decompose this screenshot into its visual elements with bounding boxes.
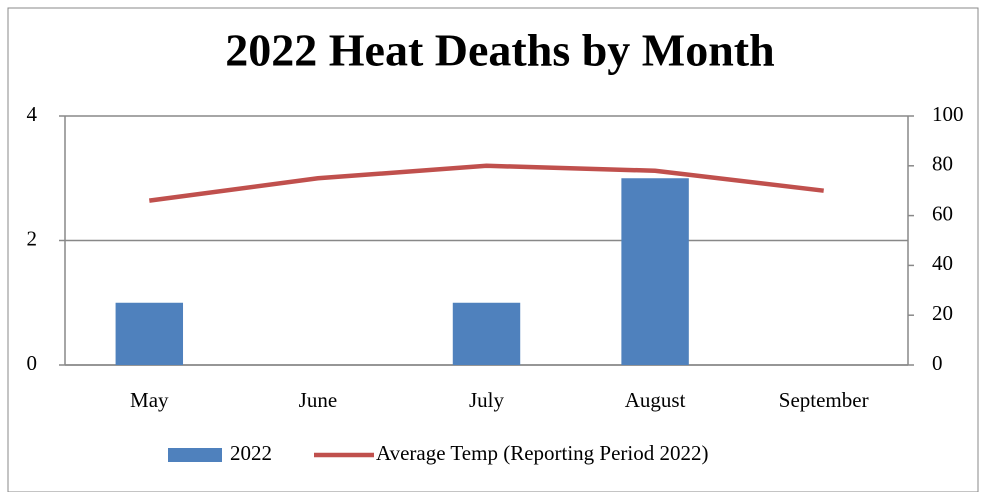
y2-tick-label: 80 xyxy=(932,152,953,176)
chart-title: 2022 Heat Deaths by Month xyxy=(225,25,774,76)
legend-label: Average Temp (Reporting Period 2022) xyxy=(376,441,709,465)
chart-border xyxy=(7,7,979,492)
bar xyxy=(621,178,689,365)
bar xyxy=(452,302,521,365)
y-tick-label: 2 xyxy=(27,226,38,250)
y-tick-label: 0 xyxy=(27,351,38,375)
line xyxy=(149,163,824,203)
y2-tick-label: 20 xyxy=(932,301,953,325)
y2-tick-label: 60 xyxy=(932,201,953,225)
legend-swatch xyxy=(168,448,222,462)
x-tick-label: June xyxy=(299,388,338,412)
x-tick-label: August xyxy=(625,388,686,412)
y-tick-label: 4 xyxy=(27,102,38,126)
y2-tick-label: 0 xyxy=(932,351,943,375)
x-tick-label: May xyxy=(130,388,169,412)
y2-tick-label: 40 xyxy=(932,251,953,275)
y2-tick-label: 100 xyxy=(932,102,964,126)
legend-label: 2022 xyxy=(230,441,272,465)
x-tick-label: July xyxy=(469,388,505,412)
x-tick-label: September xyxy=(779,388,869,412)
bar xyxy=(115,302,184,365)
